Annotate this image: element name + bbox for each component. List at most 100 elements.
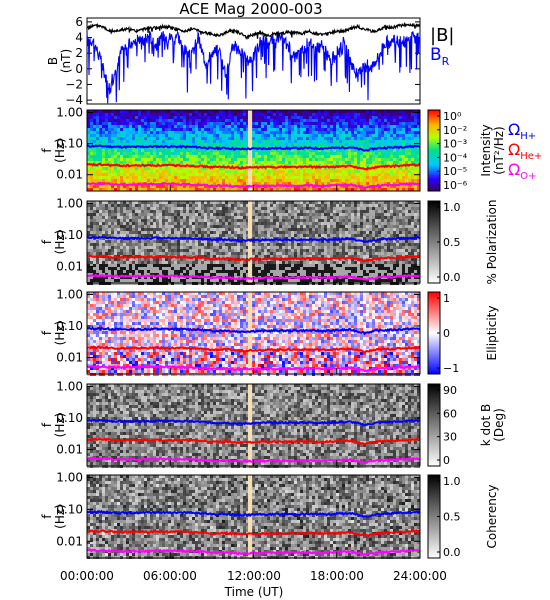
spectrogram-cell [147,176,150,179]
spectrogram-cell [189,246,192,249]
spectrogram-cell [240,228,243,231]
spectrogram-cell [150,116,153,119]
spectrogram-cell [294,164,297,167]
spectrogram-cell [342,122,345,125]
spectrogram-cell [210,213,213,216]
spectrogram-cell [174,219,177,222]
spectrogram-cell [255,231,258,234]
spectrogram-cell [351,131,354,134]
spectrogram-cell [129,207,132,210]
spectrogram-cell [264,213,267,216]
spectrogram-cell [273,137,276,140]
spectrogram-cell [288,234,291,237]
spectrogram-cell [285,222,288,225]
spectrogram-cell [255,201,258,204]
spectrogram-cell [348,155,351,158]
spectrogram-cell [276,140,279,143]
spectrogram-cell [108,234,111,237]
spectrogram-cell [213,231,216,234]
spectrogram-cell [207,210,210,213]
spectrogram-cell [342,119,345,122]
spectrogram-cell [177,219,180,222]
spectrogram-cell [282,164,285,167]
spectrogram-cell [225,188,228,191]
spectrogram-cell [276,279,279,282]
spectrogram-cell [129,113,132,116]
spectrogram-cell [219,188,222,191]
spectrogram-cell [267,128,270,131]
spectrogram-cell [240,164,243,167]
spectrogram-cell [162,225,165,228]
spectrogram-cell [384,176,387,179]
spectrogram-cell [276,164,279,167]
spectrogram-cell [123,179,126,182]
spectrogram-cell [237,273,240,276]
spectrogram-cell [384,179,387,182]
spectrogram-cell [114,170,117,173]
spectrogram-cell [171,234,174,237]
spectrogram-cell [213,176,216,179]
spectrogram-cell [228,179,231,182]
spectrogram-cell [171,188,174,191]
spectrogram-cell [159,131,162,134]
legend-b-r-base: B [430,45,442,65]
spectrogram-cell [264,143,267,146]
spectrogram-cell [291,188,294,191]
spectrogram-cell [147,131,150,134]
spectrogram-cell [222,237,225,240]
spectrogram-cell [129,210,132,213]
spectrogram-cell [171,170,174,173]
spectrogram-cell [153,137,156,140]
spectrogram-cell [198,119,201,122]
spectrogram-cell [276,116,279,119]
spectrogram-cell [312,158,315,161]
spectrogram-cell [387,158,390,161]
spectrogram-cell [147,170,150,173]
spectrogram-cell [312,128,315,131]
spectrogram-cell [222,131,225,134]
spectrogram-cell [90,161,93,164]
spectrogram-cell [186,173,189,176]
spectrogram-cell [393,170,396,173]
spectrogram-cell [240,119,243,122]
spectrogram-cell [195,219,198,222]
spectrogram-cell [180,201,183,204]
spectrogram-cell [351,182,354,185]
spectrogram-cell [384,155,387,158]
spectrogram-cell [120,222,123,225]
spectrogram-cell [171,113,174,116]
spectrogram-cell [411,152,414,155]
spectrogram-cell [102,279,105,282]
spectrogram-cell [168,173,171,176]
spectrogram-cell [105,152,108,155]
spectrogram-cell [189,261,192,264]
spectrogram-cell [156,270,159,273]
spectrogram-cell [216,213,219,216]
spectrogram-cell [210,243,213,246]
spectrogram-cell [141,231,144,234]
spectrogram-cell [192,207,195,210]
spectrogram-cell [117,188,120,191]
spectrogram-cell [393,119,396,122]
spectrogram-cell [270,270,273,273]
spectrogram-cell [267,255,270,258]
spectrogram-cell [174,161,177,164]
spectrogram-cell [213,164,216,167]
spectrogram-cell [261,161,264,164]
spectrogram-cell [273,222,276,225]
spectrogram-cell [372,137,375,140]
spectrogram-cell [366,158,369,161]
spectrogram-cell [90,231,93,234]
spectrogram-cell [255,161,258,164]
spectrogram-cell [168,158,171,161]
spectrogram-cell [171,261,174,264]
spectrogram-cell [111,155,114,158]
spectrogram-cell [309,182,312,185]
spectrogram-cell [132,258,135,261]
spectrogram-cell [282,270,285,273]
spectrogram-cell [132,149,135,152]
spectrogram-cell [402,119,405,122]
spectrogram-cell [279,213,282,216]
spectrogram-cell [321,131,324,134]
